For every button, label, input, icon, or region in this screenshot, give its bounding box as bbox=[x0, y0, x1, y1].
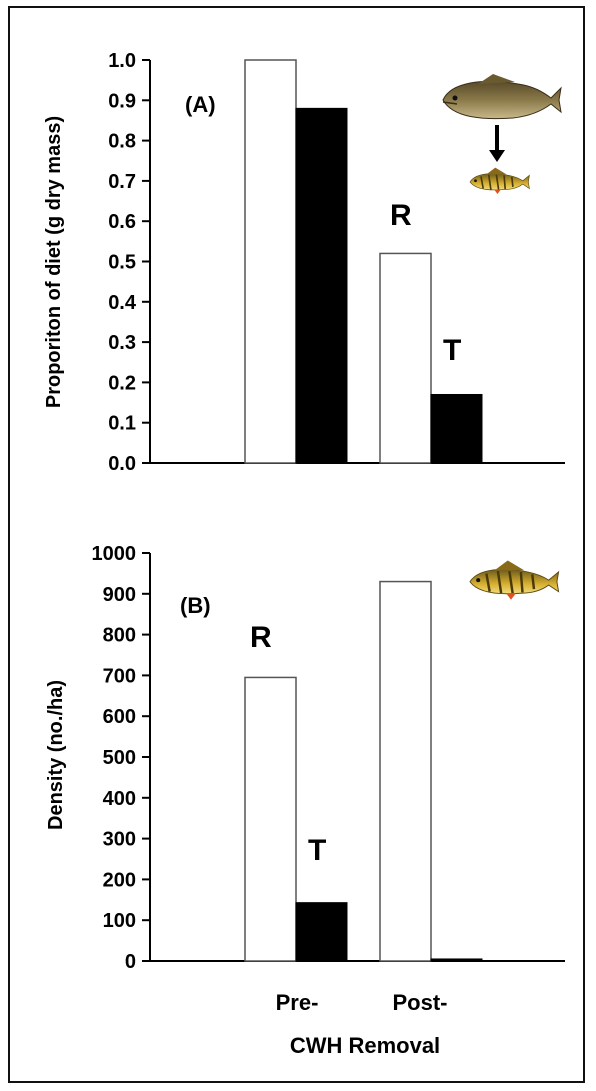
y-tick-label: 0.3 bbox=[108, 332, 136, 354]
bar-t-post bbox=[430, 393, 483, 464]
y-tick-label: 300 bbox=[103, 829, 136, 851]
panel-a-series-t-label: T bbox=[443, 334, 461, 367]
y-tick-label: 800 bbox=[103, 625, 136, 647]
y-tick-label: 700 bbox=[103, 665, 136, 687]
panel-b-y-axis-title: Density (no./ha) bbox=[45, 680, 67, 830]
y-tick-label: 0.0 bbox=[108, 453, 136, 475]
bar-r-pre bbox=[244, 676, 297, 962]
panel-b-label: (B) bbox=[180, 593, 211, 618]
bar-r-pre bbox=[244, 59, 297, 464]
figure-frame bbox=[8, 6, 585, 1083]
bar-t-pre bbox=[295, 107, 348, 464]
bar-t-post bbox=[430, 958, 483, 962]
x-tick-label-pre: Pre- bbox=[276, 990, 319, 1015]
y-tick-label: 0.1 bbox=[108, 413, 136, 435]
x-tick-label-post: Post- bbox=[393, 990, 448, 1015]
panel-a-label: (A) bbox=[185, 92, 216, 117]
y-tick-label: 0.5 bbox=[108, 252, 136, 274]
y-tick-label: 200 bbox=[103, 869, 136, 891]
y-tick-label: 0.7 bbox=[108, 171, 136, 193]
y-tick-label: 900 bbox=[103, 584, 136, 606]
largemouth-bass-icon bbox=[442, 74, 562, 120]
yellow-perch-icon bbox=[469, 560, 560, 600]
panel-b-series-t-label: T bbox=[308, 834, 326, 867]
y-tick-label: 0.2 bbox=[108, 372, 136, 394]
y-tick-label: 0.8 bbox=[108, 131, 136, 153]
y-tick-label: 100 bbox=[103, 910, 136, 932]
panel-b: 0 100 200 300 400 500 600 700 800 900 1000 (B) R T… bbox=[45, 543, 565, 973]
y-tick-label: 1.0 bbox=[108, 50, 136, 72]
bar-t-pre bbox=[295, 902, 348, 962]
x-axis-title: CWH Removal bbox=[290, 1033, 440, 1058]
y-tick-label: 0.9 bbox=[108, 90, 136, 112]
y-tick-label: 600 bbox=[103, 706, 136, 728]
y-tick-label: 0.4 bbox=[108, 292, 137, 314]
y-tick-label: 400 bbox=[103, 788, 136, 810]
yellow-perch-icon bbox=[469, 167, 530, 194]
panel-a: 0.00.10.20.30.40.50.60.70.80.91.0 (A) R … bbox=[43, 50, 565, 475]
down-arrow-icon bbox=[489, 125, 505, 162]
y-tick-label: 0 bbox=[125, 951, 136, 973]
bar-r-post bbox=[379, 580, 432, 962]
y-tick-label: 0.6 bbox=[108, 211, 136, 233]
panel-b-series-r-label: R bbox=[250, 621, 272, 654]
y-tick-label: 500 bbox=[103, 747, 136, 769]
bar-r-post bbox=[379, 252, 432, 464]
panel-a-y-axis-title: Proporiton of diet (g dry mass) bbox=[43, 116, 65, 408]
y-tick-label: 1000 bbox=[92, 543, 137, 565]
panel-a-series-r-label: R bbox=[390, 199, 412, 232]
